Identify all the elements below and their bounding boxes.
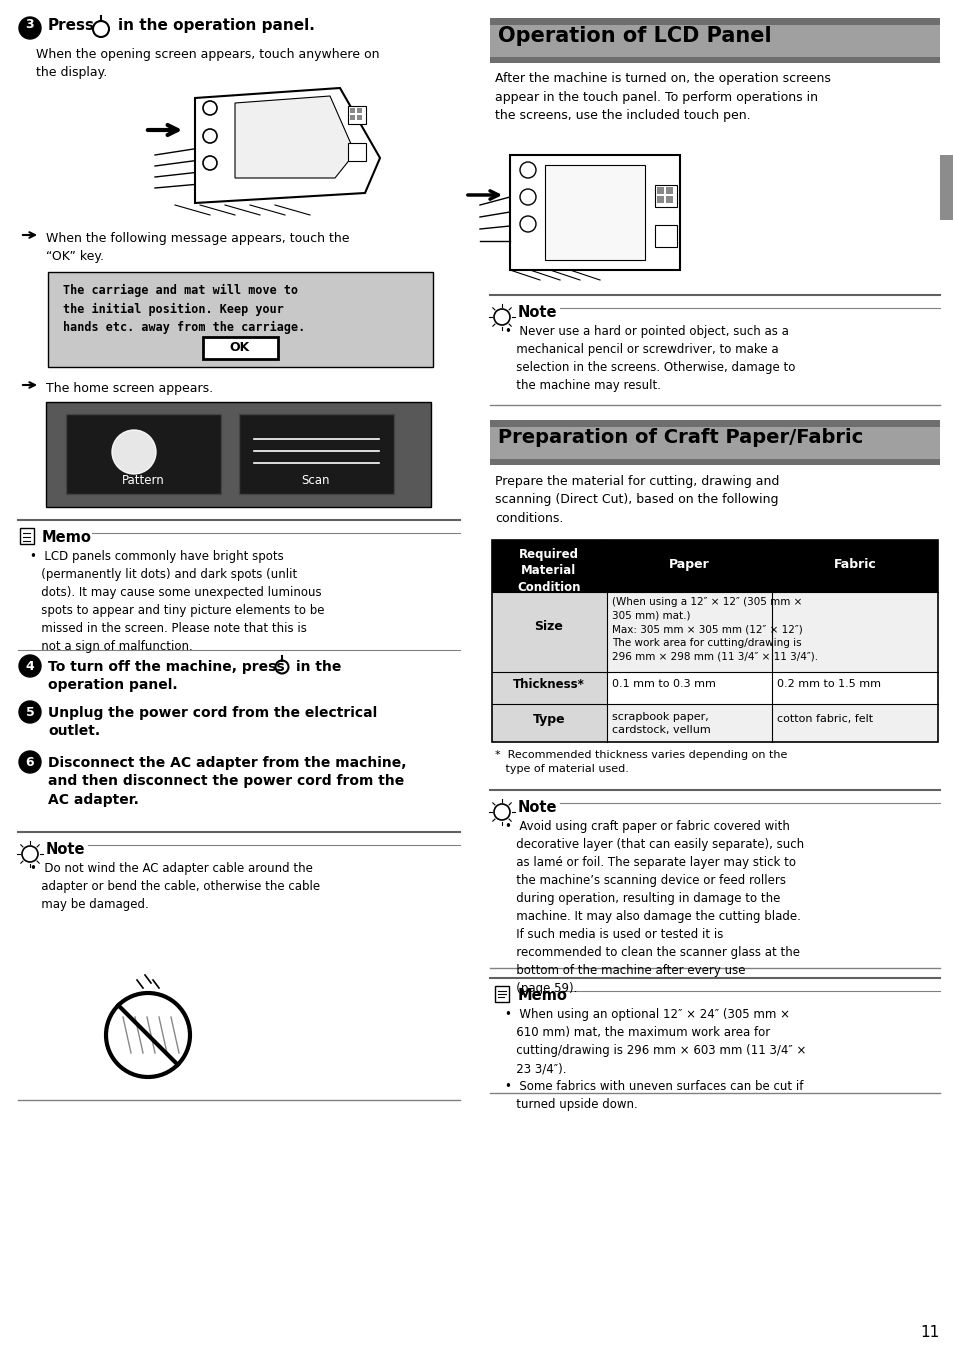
Polygon shape <box>234 96 355 178</box>
Text: •  Never use a hard or pointed object, such as a
   mechanical pencil or screwdr: • Never use a hard or pointed object, su… <box>504 325 795 392</box>
Text: Operation of LCD Panel: Operation of LCD Panel <box>497 26 771 46</box>
Bar <box>665 195 672 204</box>
Bar <box>356 108 361 113</box>
Bar <box>356 115 361 120</box>
Text: Fabric: Fabric <box>833 558 876 572</box>
Bar <box>490 460 939 465</box>
Bar <box>655 225 677 247</box>
Text: •  LCD panels commonly have bright spots
   (permanently lit dots) and dark spot: • LCD panels commonly have bright spots … <box>30 550 324 652</box>
Text: 0.2 mm to 1.5 mm: 0.2 mm to 1.5 mm <box>776 679 880 689</box>
Circle shape <box>19 18 41 39</box>
Text: Note: Note <box>46 842 86 857</box>
Text: 3: 3 <box>26 18 34 31</box>
Text: operation panel.: operation panel. <box>48 678 177 692</box>
Text: Memo: Memo <box>42 530 91 545</box>
Bar <box>350 108 355 113</box>
Text: cotton fabric, felt: cotton fabric, felt <box>776 714 872 724</box>
Bar <box>771 704 937 741</box>
Text: •  When using an optional 12″ × 24″ (305 mm ×
   610 mm) mat, the maximum work a: • When using an optional 12″ × 24″ (305 … <box>504 1008 805 1111</box>
Bar <box>239 414 394 493</box>
Bar <box>348 143 366 160</box>
Bar <box>46 402 431 507</box>
Bar <box>492 592 606 673</box>
Text: 6: 6 <box>26 756 34 768</box>
Bar <box>606 704 771 741</box>
Text: Paper: Paper <box>668 558 709 572</box>
Bar <box>66 414 221 493</box>
Bar <box>20 528 34 545</box>
Text: Scan: Scan <box>301 474 330 487</box>
Text: Note: Note <box>517 305 557 319</box>
Text: Memo: Memo <box>517 988 567 1003</box>
Text: in the operation panel.: in the operation panel. <box>118 18 314 32</box>
Text: scrapbook paper,
cardstock, vellum: scrapbook paper, cardstock, vellum <box>612 712 710 735</box>
Text: (When using a 12″ × 12″ (305 mm ×
305 mm) mat.)
Max: 305 mm × 305 mm (12″ × 12″): (When using a 12″ × 12″ (305 mm × 305 mm… <box>612 597 818 662</box>
Text: To turn off the machine, press: To turn off the machine, press <box>48 661 284 674</box>
Text: The home screen appears.: The home screen appears. <box>46 381 213 395</box>
Polygon shape <box>194 88 379 204</box>
Text: 1: 1 <box>951 156 953 185</box>
Bar <box>490 26 939 57</box>
Text: in the: in the <box>295 661 341 674</box>
Circle shape <box>19 655 41 677</box>
Text: Type: Type <box>532 713 565 725</box>
Bar <box>203 337 277 359</box>
Text: •  Do not wind the AC adapter cable around the
   adapter or bend the cable, oth: • Do not wind the AC adapter cable aroun… <box>30 861 320 911</box>
Text: Required
Material
Condition: Required Material Condition <box>517 549 580 594</box>
Bar <box>490 57 939 63</box>
Text: Size: Size <box>534 620 563 634</box>
Bar <box>544 164 644 260</box>
Text: Pattern: Pattern <box>121 474 164 487</box>
Text: The carriage and mat will move to
the initial position. Keep your
hands etc. awa: The carriage and mat will move to the in… <box>63 284 305 334</box>
Text: 4: 4 <box>26 661 34 673</box>
Bar <box>655 185 677 208</box>
Circle shape <box>19 751 41 772</box>
Text: *  Recommended thickness varies depending on the
   type of material used.: * Recommended thickness varies depending… <box>495 749 786 774</box>
Text: Disconnect the AC adapter from the machine,
and then disconnect the power cord f: Disconnect the AC adapter from the machi… <box>48 756 406 807</box>
Circle shape <box>19 701 41 723</box>
Bar <box>771 673 937 704</box>
Bar <box>350 115 355 120</box>
Bar <box>492 673 606 704</box>
Bar <box>348 106 366 124</box>
Bar <box>492 541 937 592</box>
Bar <box>492 541 937 741</box>
Bar <box>490 18 939 26</box>
Bar <box>510 155 679 270</box>
Text: Unplug the power cord from the electrical
outlet.: Unplug the power cord from the electrica… <box>48 706 376 739</box>
Bar <box>495 985 509 1002</box>
Circle shape <box>112 430 156 474</box>
Text: Preparation of Craft Paper/Fabric: Preparation of Craft Paper/Fabric <box>497 429 862 448</box>
Bar <box>48 272 433 367</box>
Text: Prepare the material for cutting, drawing and
scanning (Direct Cut), based on th: Prepare the material for cutting, drawin… <box>495 474 779 524</box>
Text: After the machine is turned on, the operation screens
appear in the touch panel.: After the machine is turned on, the oper… <box>495 71 830 123</box>
Text: Note: Note <box>517 799 557 816</box>
Text: 0.1 mm to 0.3 mm: 0.1 mm to 0.3 mm <box>612 679 715 689</box>
Bar <box>492 704 606 741</box>
Text: When the following message appears, touch the
“OK” key.: When the following message appears, touc… <box>46 232 349 263</box>
Text: Thickness*: Thickness* <box>513 678 584 690</box>
Bar <box>606 592 937 673</box>
Bar <box>657 195 663 204</box>
Text: OK: OK <box>230 341 250 355</box>
Text: Press: Press <box>48 18 95 32</box>
Text: When the opening screen appears, touch anywhere on
the display.: When the opening screen appears, touch a… <box>36 49 379 80</box>
Bar <box>939 155 953 220</box>
Bar <box>490 427 939 460</box>
Bar <box>665 187 672 194</box>
Bar <box>657 187 663 194</box>
Text: 11: 11 <box>920 1325 939 1340</box>
Bar <box>490 421 939 427</box>
Bar <box>606 673 771 704</box>
Text: •  Avoid using craft paper or fabric covered with
   decorative layer (that can : • Avoid using craft paper or fabric cove… <box>504 820 803 995</box>
Text: 5: 5 <box>26 706 34 718</box>
